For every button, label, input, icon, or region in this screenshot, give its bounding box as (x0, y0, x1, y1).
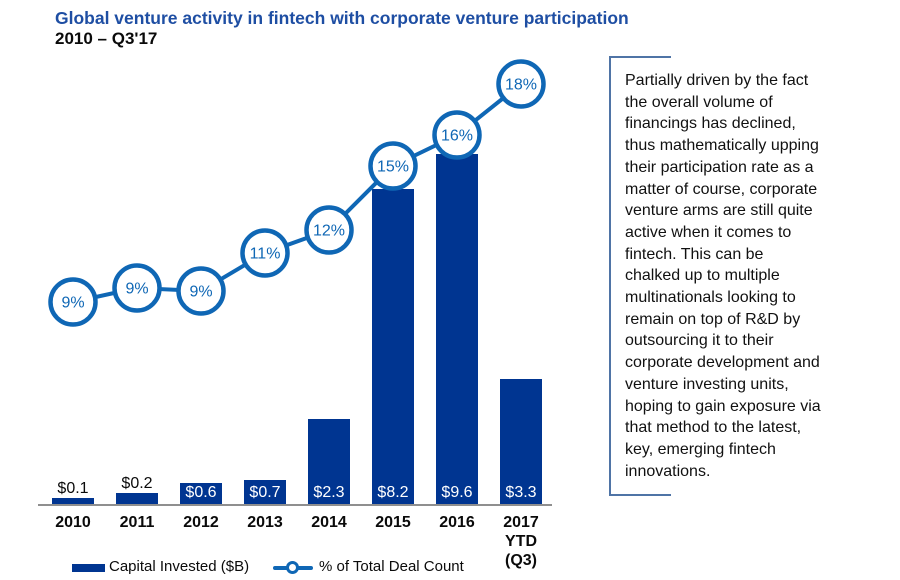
legend-bar-swatch (72, 564, 105, 572)
bar-value-label: $8.2 (377, 484, 409, 501)
bar-value-label: $0.1 (57, 480, 89, 497)
bar-2012 (180, 483, 222, 504)
bar-2013 (244, 480, 286, 504)
bar-value-label: $0.6 (185, 484, 217, 501)
x-axis-label: 2017 YTD (Q3) (503, 514, 539, 569)
bar-value-label: $0.7 (249, 484, 281, 501)
x-axis-label: 2013 (247, 514, 283, 531)
x-axis-label: 2016 (439, 514, 475, 531)
annotation-line: key, emerging fintech (625, 440, 776, 458)
annotation-line: venture arms are still quite (625, 202, 813, 220)
x-axis-label: 2015 (375, 514, 411, 531)
x-axis-label: 2012 (183, 514, 219, 531)
annotation-line: venture investing units, (625, 375, 789, 393)
bar-value-label: $9.6 (441, 484, 473, 501)
annotation-line: outsourcing it to their (625, 332, 774, 350)
annotation-line: chalked up to multiple (625, 267, 780, 285)
bar-2010 (52, 498, 94, 504)
annotation-line: remain on top of R&D by (625, 310, 801, 328)
bar-2014 (308, 419, 350, 504)
chart-title: Global venture activity in fintech with … (55, 8, 629, 28)
x-axis-line (38, 504, 552, 506)
annotation-line: matter of course, corporate (625, 180, 818, 198)
chart-subtitle: 2010 – Q3'17 (55, 29, 158, 48)
bar-2011 (116, 493, 158, 504)
annotation-line: Partially driven by the fact (625, 72, 809, 89)
x-axis-label: 2010 (55, 514, 91, 531)
annotation-line: multinationals looking to (625, 289, 796, 307)
legend-bar-label: Capital Invested ($B) (109, 558, 250, 575)
annotation-line: financings has declined, (625, 115, 796, 133)
annotation-line: corporate development and (625, 354, 820, 372)
annotation-line: innovations. (625, 462, 711, 480)
x-axis-label: 2014 (311, 514, 347, 531)
annotation-bracket (609, 56, 671, 496)
annotation-line: that method to the latest, (625, 419, 802, 437)
annotation-line: hoping to gain exposure via (625, 397, 821, 415)
annotation-text: Partially driven by the fact the overall … (625, 70, 875, 482)
annotation-line: thus mathematically upping (625, 137, 819, 155)
annotation-line: the overall volume of (625, 93, 773, 111)
bar-value-label: $0.2 (121, 475, 153, 492)
bar-2017 (500, 379, 542, 504)
legend-circle-icon (286, 561, 299, 574)
annotation-line: their participation rate as a (625, 158, 814, 176)
annotation-line: active when it comes to (625, 223, 792, 241)
bar-value-label: $3.3 (505, 484, 537, 501)
annotation-line: fintech. This can be (625, 245, 764, 263)
legend-line-label: % of Total Deal Count (319, 558, 464, 575)
bar-value-label: $2.3 (313, 484, 345, 501)
x-axis-label: 2011 (119, 514, 155, 531)
